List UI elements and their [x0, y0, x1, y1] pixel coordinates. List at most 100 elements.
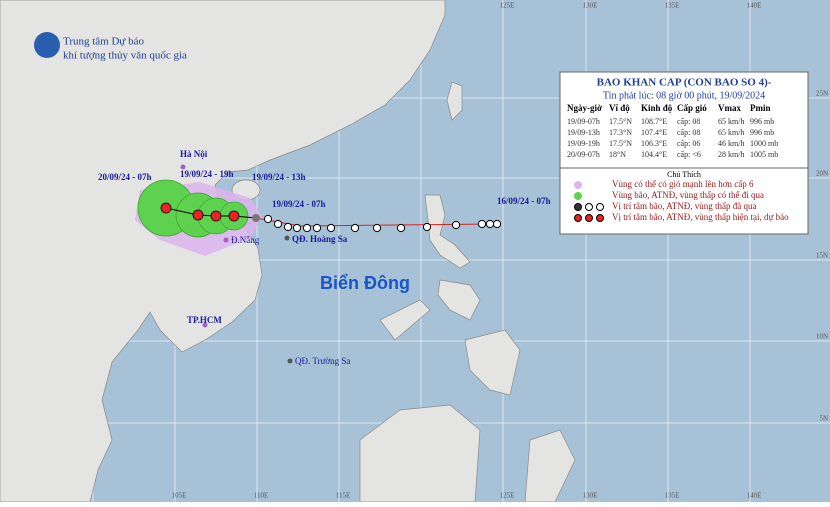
table-cell: cấp: 08 — [677, 117, 700, 126]
lon-label: 130E — [583, 2, 598, 10]
lon-label: 115E — [336, 492, 351, 500]
table-cell: 996 mb — [750, 117, 774, 126]
track-label: 20/09/24 - 07h — [98, 172, 152, 182]
place-label: QĐ. Trường Sa — [295, 356, 350, 366]
lat-label: 25N — [816, 90, 828, 98]
legend-title: Chú Thích — [667, 170, 701, 179]
track-label: 19/09/24 - 13h — [252, 172, 306, 182]
palawan — [379, 299, 431, 341]
place-label: Hà Nội — [180, 149, 208, 159]
bulletin-title: BAO KHAN CAP (CON BAO SO 4)- — [597, 77, 772, 89]
track-labels: 20/09/24 - 07h 19/09/24 - 19h 19/09/24 -… — [98, 169, 551, 209]
lon-label: 130E — [583, 492, 598, 500]
column-header: Ngày-giờ — [567, 103, 602, 113]
past-point — [492, 219, 502, 229]
table-cell: 28 km/h — [718, 150, 744, 159]
table-cell: 1000 mb — [750, 139, 778, 148]
legend-box — [559, 167, 809, 235]
forecast-positions — [160, 202, 240, 222]
place-label: Đ.Nẵng — [231, 235, 260, 245]
past-point — [396, 223, 406, 233]
column-header: Pmin — [750, 103, 771, 113]
past-point — [326, 223, 336, 233]
lat-label: 15N — [816, 252, 828, 260]
land — [0, 0, 576, 503]
table-cell: 107.4°E — [641, 128, 667, 137]
city-dot — [223, 237, 229, 243]
column-header: Kinh độ — [641, 103, 673, 113]
table-cell: cấp: 06 — [677, 139, 700, 148]
table-cell: 106.3°E — [641, 139, 667, 148]
column-header: Cấp gió — [677, 103, 707, 113]
island-dot — [287, 358, 293, 364]
lon-label: 140E — [747, 492, 762, 500]
legend-item: Vị trí tâm bão, ATNĐ, vùng thấp đã qua — [612, 201, 756, 211]
past-point — [350, 223, 360, 233]
bulletin-table: Ngày-giờ Vĩ độ Kinh độ Cấp gió Vmax Pmin 19/09… — [567, 103, 778, 159]
table-cell: 19/09-07h — [567, 117, 600, 126]
lon-label: 125E — [500, 492, 515, 500]
table-cell: 17.5°N — [609, 117, 632, 126]
forecast-point — [210, 210, 222, 222]
past-positions — [263, 214, 502, 233]
lat-label: 20N — [816, 170, 828, 178]
track-label: 16/09/24 - 07h — [497, 196, 551, 206]
bulletin-issued: Tin phát lúc: 08 giờ 00 phút, 19/09/2024 — [603, 90, 765, 101]
logo — [34, 32, 60, 58]
current-position — [252, 214, 260, 222]
column-header: Vmax — [718, 103, 741, 113]
city-dot — [202, 322, 208, 328]
table-cell: 17.5°N — [609, 139, 632, 148]
legend-swatch — [574, 181, 582, 189]
past-point — [312, 223, 322, 233]
table-cell: 20/09-07h — [567, 150, 600, 159]
past-point — [485, 219, 495, 229]
place-label: TP.HCM — [187, 315, 222, 325]
table-cell: cấp: 08 — [677, 128, 700, 137]
legend-items: Vùng có thể có gió mạnh lên hơn cấp 6 Vù… — [612, 179, 789, 222]
table-cell: 19/09-13h — [567, 128, 600, 137]
mindanao — [464, 329, 521, 396]
forecast-point — [228, 210, 240, 222]
past-point — [292, 223, 302, 233]
past-point — [477, 219, 487, 229]
agency-line: khí tượng thủy văn quốc gia — [63, 50, 187, 62]
table-cell: cấp: <6 — [677, 150, 701, 159]
legend-item: Vùng bão, ATNĐ, vùng thấp có thể đi qua — [612, 190, 764, 200]
legend-swatch — [574, 203, 604, 211]
table-cell: 65 km/h — [718, 117, 744, 126]
lat-label: 5N — [819, 415, 828, 423]
table-cell: 46 km/h — [718, 139, 744, 148]
forecast-point — [192, 209, 204, 221]
table-cell: 18°N — [609, 150, 626, 159]
island-dot — [284, 235, 290, 241]
sea-label: Biển Đông — [320, 273, 410, 293]
legend-item: Vị trí tâm bão, ATNĐ, vùng thấp hiện tại… — [612, 212, 789, 222]
city-dot — [180, 164, 186, 170]
past-point — [273, 219, 283, 229]
table-cell: 17.3°N — [609, 128, 632, 137]
forecast-point — [160, 202, 172, 214]
agency-line: Trung tâm Dự báo — [63, 36, 145, 48]
place-label: QĐ. Hoàng Sa — [292, 234, 348, 244]
past-point — [283, 222, 293, 232]
lon-label: 135E — [665, 2, 680, 10]
bulletin-box — [559, 71, 809, 169]
lon-label: 135E — [665, 492, 680, 500]
past-point — [372, 223, 382, 233]
column-header: Vĩ độ — [609, 103, 630, 113]
sulawesi — [524, 429, 576, 503]
lon-label: 140E — [747, 2, 762, 10]
table-cell: 104.4°E — [641, 150, 667, 159]
table-cell: 996 mb — [750, 128, 774, 137]
track-label: 19/09/24 - 19h — [180, 169, 234, 179]
past-point — [302, 223, 312, 233]
lon-label: 110E — [254, 492, 269, 500]
table-cell: 1005 mb — [750, 150, 778, 159]
table-cell: 19/09-19h — [567, 139, 600, 148]
visayas — [437, 279, 481, 321]
past-point — [451, 220, 461, 230]
legend-swatch — [574, 214, 604, 222]
table-cell: 65 km/h — [718, 128, 744, 137]
